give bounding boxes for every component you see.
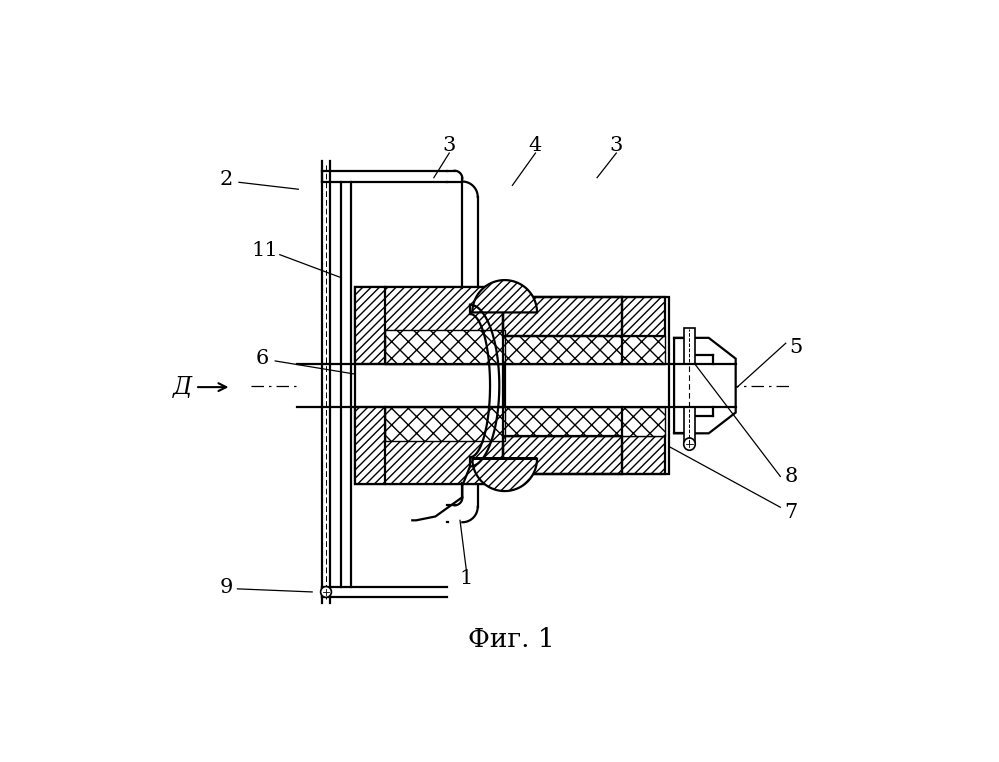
Polygon shape — [674, 338, 735, 434]
Bar — [297, 364, 735, 407]
Bar — [503, 335, 664, 364]
Text: 2: 2 — [220, 170, 233, 189]
Text: 1: 1 — [460, 568, 473, 588]
Bar — [355, 407, 504, 484]
Bar — [503, 297, 668, 474]
Text: 3: 3 — [609, 136, 623, 155]
Bar — [503, 297, 664, 335]
Bar — [386, 330, 504, 364]
Bar — [503, 407, 664, 436]
Bar — [355, 287, 504, 364]
Text: 8: 8 — [784, 467, 798, 486]
Bar — [503, 436, 664, 474]
Ellipse shape — [683, 438, 695, 450]
Bar — [355, 287, 504, 364]
Polygon shape — [473, 280, 537, 312]
Bar — [503, 436, 622, 474]
Bar — [503, 335, 664, 364]
Text: 4: 4 — [528, 136, 542, 155]
Circle shape — [321, 587, 332, 597]
Bar — [386, 330, 504, 364]
Text: 3: 3 — [443, 136, 456, 155]
Bar — [503, 297, 622, 335]
Text: 11: 11 — [251, 242, 278, 261]
Bar — [683, 407, 695, 444]
Bar — [683, 328, 695, 364]
Bar — [503, 297, 664, 335]
Bar — [386, 407, 504, 441]
Bar — [503, 436, 664, 474]
Bar — [386, 407, 504, 441]
Polygon shape — [473, 459, 537, 491]
Text: 9: 9 — [219, 578, 233, 597]
Bar — [355, 407, 504, 484]
Bar — [503, 407, 664, 436]
Text: 5: 5 — [789, 338, 802, 357]
Text: Фиг. 1: Фиг. 1 — [469, 627, 554, 652]
Text: Д: Д — [173, 376, 193, 399]
Bar — [355, 287, 504, 484]
Text: 6: 6 — [256, 349, 269, 368]
Text: 7: 7 — [784, 503, 798, 522]
